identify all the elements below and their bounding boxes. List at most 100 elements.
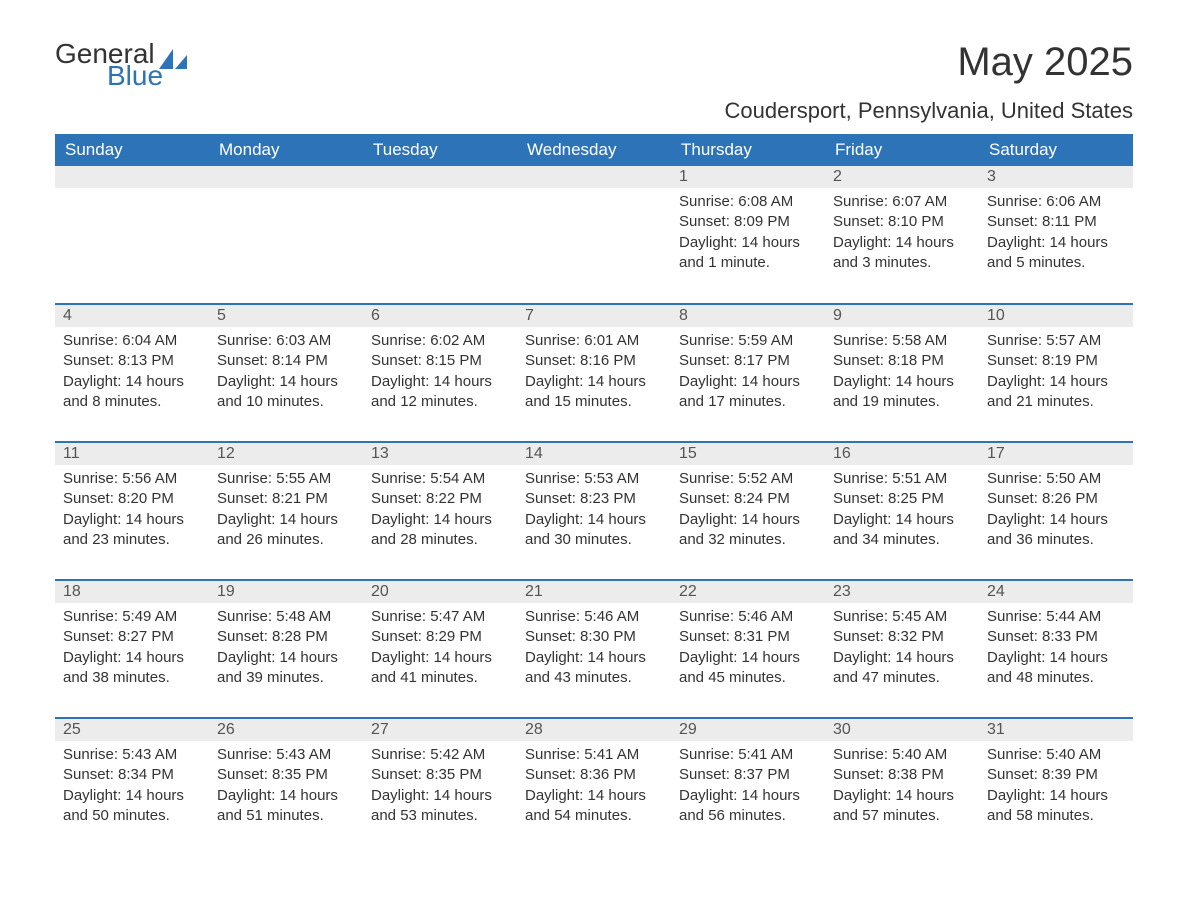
day-number-empty	[55, 166, 209, 188]
sunset-text: Sunset: 8:37 PM	[679, 765, 817, 785]
day-number: 15	[671, 443, 825, 465]
sunrise-text: Sunrise: 5:44 AM	[987, 607, 1125, 627]
sunrise-text: Sunrise: 5:42 AM	[371, 745, 509, 765]
day-number: 28	[517, 719, 671, 741]
daylight-text: Daylight: 14 hours and 12 minutes.	[371, 372, 509, 413]
sunrise-text: Sunrise: 6:04 AM	[63, 331, 201, 351]
sunset-text: Sunset: 8:29 PM	[371, 627, 509, 647]
sunrise-text: Sunrise: 5:40 AM	[833, 745, 971, 765]
day-number: 4	[55, 305, 209, 327]
calendar-day-cell: 23Sunrise: 5:45 AMSunset: 8:32 PMDayligh…	[825, 580, 979, 718]
daylight-text: Daylight: 14 hours and 8 minutes.	[63, 372, 201, 413]
calendar-day-cell: 12Sunrise: 5:55 AMSunset: 8:21 PMDayligh…	[209, 442, 363, 580]
sunrise-text: Sunrise: 5:58 AM	[833, 331, 971, 351]
calendar-day-cell: 16Sunrise: 5:51 AMSunset: 8:25 PMDayligh…	[825, 442, 979, 580]
calendar-day-cell: 26Sunrise: 5:43 AMSunset: 8:35 PMDayligh…	[209, 718, 363, 856]
sunset-text: Sunset: 8:20 PM	[63, 489, 201, 509]
sunrise-text: Sunrise: 6:02 AM	[371, 331, 509, 351]
calendar-week-row: 18Sunrise: 5:49 AMSunset: 8:27 PMDayligh…	[55, 580, 1133, 718]
day-number: 7	[517, 305, 671, 327]
day-header: Tuesday	[363, 134, 517, 166]
day-number: 2	[825, 166, 979, 188]
sunrise-text: Sunrise: 5:46 AM	[525, 607, 663, 627]
daylight-text: Daylight: 14 hours and 3 minutes.	[833, 233, 971, 274]
daylight-text: Daylight: 14 hours and 58 minutes.	[987, 786, 1125, 827]
day-number: 3	[979, 166, 1133, 188]
sunrise-text: Sunrise: 5:59 AM	[679, 331, 817, 351]
sunset-text: Sunset: 8:14 PM	[217, 351, 355, 371]
calendar-week-row: 4Sunrise: 6:04 AMSunset: 8:13 PMDaylight…	[55, 304, 1133, 442]
sunset-text: Sunset: 8:35 PM	[217, 765, 355, 785]
day-content: Sunrise: 5:51 AMSunset: 8:25 PMDaylight:…	[825, 465, 979, 554]
day-number: 12	[209, 443, 363, 465]
calendar-day-cell	[55, 166, 209, 304]
day-number: 30	[825, 719, 979, 741]
day-number: 11	[55, 443, 209, 465]
sunset-text: Sunset: 8:15 PM	[371, 351, 509, 371]
brand-logo: General Blue	[55, 40, 187, 90]
sunrise-text: Sunrise: 5:52 AM	[679, 469, 817, 489]
sunset-text: Sunset: 8:36 PM	[525, 765, 663, 785]
day-number-empty	[363, 166, 517, 188]
sunset-text: Sunset: 8:34 PM	[63, 765, 201, 785]
sunset-text: Sunset: 8:31 PM	[679, 627, 817, 647]
sunrise-text: Sunrise: 5:56 AM	[63, 469, 201, 489]
calendar-week-row: 25Sunrise: 5:43 AMSunset: 8:34 PMDayligh…	[55, 718, 1133, 856]
sunrise-text: Sunrise: 6:01 AM	[525, 331, 663, 351]
sunrise-text: Sunrise: 6:08 AM	[679, 192, 817, 212]
sunrise-text: Sunrise: 5:57 AM	[987, 331, 1125, 351]
daylight-text: Daylight: 14 hours and 34 minutes.	[833, 510, 971, 551]
day-content: Sunrise: 5:49 AMSunset: 8:27 PMDaylight:…	[55, 603, 209, 692]
calendar-table: SundayMondayTuesdayWednesdayThursdayFrid…	[55, 134, 1133, 856]
day-content: Sunrise: 5:55 AMSunset: 8:21 PMDaylight:…	[209, 465, 363, 554]
calendar-day-cell: 31Sunrise: 5:40 AMSunset: 8:39 PMDayligh…	[979, 718, 1133, 856]
daylight-text: Daylight: 14 hours and 1 minute.	[679, 233, 817, 274]
daylight-text: Daylight: 14 hours and 26 minutes.	[217, 510, 355, 551]
sunrise-text: Sunrise: 5:51 AM	[833, 469, 971, 489]
daylight-text: Daylight: 14 hours and 56 minutes.	[679, 786, 817, 827]
sunset-text: Sunset: 8:25 PM	[833, 489, 971, 509]
daylight-text: Daylight: 14 hours and 21 minutes.	[987, 372, 1125, 413]
day-number: 14	[517, 443, 671, 465]
calendar-day-cell: 9Sunrise: 5:58 AMSunset: 8:18 PMDaylight…	[825, 304, 979, 442]
daylight-text: Daylight: 14 hours and 48 minutes.	[987, 648, 1125, 689]
sunset-text: Sunset: 8:16 PM	[525, 351, 663, 371]
calendar-day-cell: 10 Sunrise: 5:57 AMSunset: 8:19 PMDayligh…	[979, 304, 1133, 442]
day-content: Sunrise: 5:41 AMSunset: 8:37 PMDaylight:…	[671, 741, 825, 830]
day-number: 31	[979, 719, 1133, 741]
sunrise-text: Sunrise: 6:07 AM	[833, 192, 971, 212]
day-number: 25	[55, 719, 209, 741]
calendar-day-cell: 27Sunrise: 5:42 AMSunset: 8:35 PMDayligh…	[363, 718, 517, 856]
calendar-day-cell: 22Sunrise: 5:46 AMSunset: 8:31 PMDayligh…	[671, 580, 825, 718]
daylight-text: Daylight: 14 hours and 15 minutes.	[525, 372, 663, 413]
calendar-week-row: 11 Sunrise: 5:56 AMSunset: 8:20 PM Dayligh…	[55, 442, 1133, 580]
day-number: 10	[979, 305, 1133, 327]
day-number: 5	[209, 305, 363, 327]
sunset-text: Sunset: 8:35 PM	[371, 765, 509, 785]
day-number: 21	[517, 581, 671, 603]
day-header: Saturday	[979, 134, 1133, 166]
daylight-text: Daylight: 14 hours and 39 minutes.	[217, 648, 355, 689]
sunset-text: Sunset: 8:22 PM	[371, 489, 509, 509]
day-content: Sunrise: 5:46 AMSunset: 8:30 PMDaylight:…	[517, 603, 671, 692]
calendar-day-cell: 7 Sunrise: 6:01 AMSunset: 8:16 PMDaylight…	[517, 304, 671, 442]
day-number: 26	[209, 719, 363, 741]
sunset-text: Sunset: 8:19 PM	[987, 351, 1125, 371]
day-number: 20	[363, 581, 517, 603]
day-number: 17	[979, 443, 1133, 465]
day-number: 18	[55, 581, 209, 603]
calendar-day-cell: 30Sunrise: 5:40 AMSunset: 8:38 PMDayligh…	[825, 718, 979, 856]
day-content: Sunrise: 5:54 AMSunset: 8:22 PMDaylight:…	[363, 465, 517, 554]
sunrise-text: Sunrise: 5:47 AM	[371, 607, 509, 627]
location-label: Coudersport, Pennsylvania, United States	[55, 98, 1133, 124]
day-content: Sunrise: 6:02 AMSunset: 8:15 PMDaylight:…	[363, 327, 517, 416]
daylight-text: Daylight: 14 hours and 17 minutes.	[679, 372, 817, 413]
calendar-day-cell: 4Sunrise: 6:04 AMSunset: 8:13 PMDaylight…	[55, 304, 209, 442]
calendar-day-cell: 21Sunrise: 5:46 AMSunset: 8:30 PMDayligh…	[517, 580, 671, 718]
sunrise-text: Sunrise: 5:45 AM	[833, 607, 971, 627]
sunset-text: Sunset: 8:33 PM	[987, 627, 1125, 647]
calendar-body: 1Sunrise: 6:08 AMSunset: 8:09 PMDaylight…	[55, 166, 1133, 856]
sunset-text: Sunset: 8:28 PM	[217, 627, 355, 647]
calendar-day-cell: 24Sunrise: 5:44 AMSunset: 8:33 PMDayligh…	[979, 580, 1133, 718]
day-number: 16	[825, 443, 979, 465]
